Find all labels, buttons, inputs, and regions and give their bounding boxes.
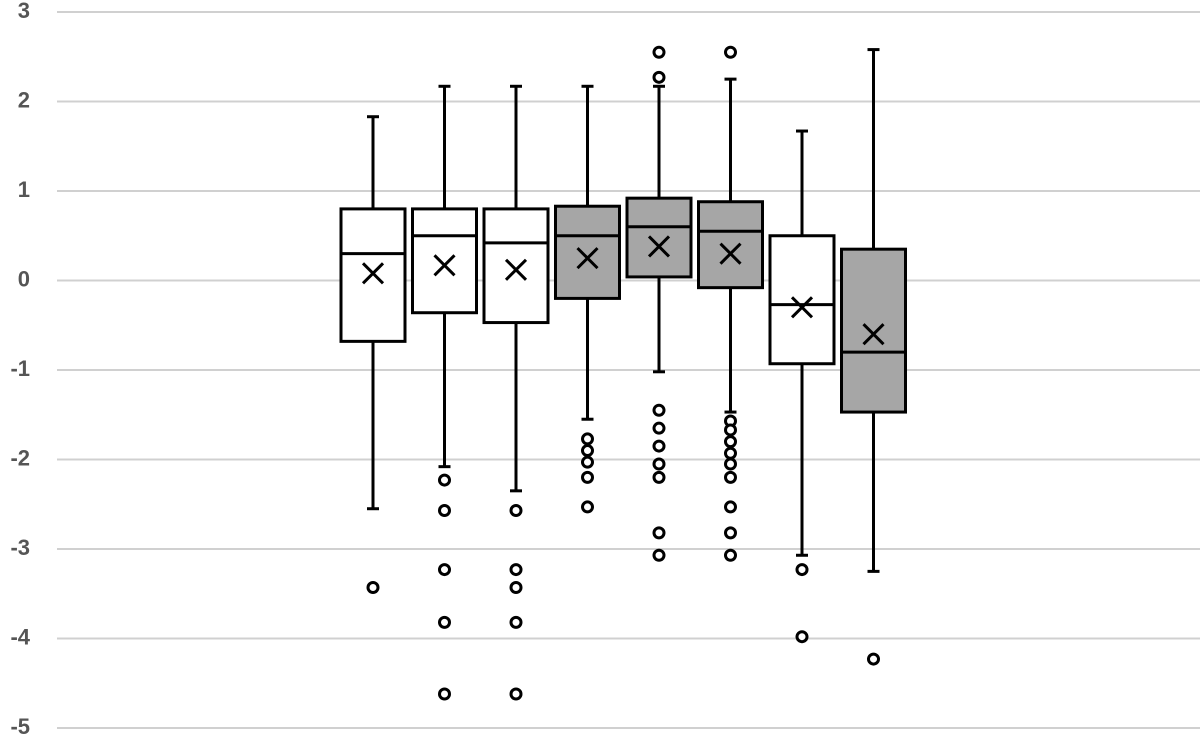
y-tick-label: 3 [18, 0, 30, 23]
mean-stroke [361, 262, 385, 285]
box-group [768, 129, 836, 644]
box [411, 207, 478, 315]
outlier [652, 548, 666, 562]
mean-stroke [647, 235, 671, 258]
outlier [724, 423, 737, 437]
box-group [840, 48, 907, 666]
mean-marker [576, 247, 599, 270]
mean-marker [433, 254, 456, 277]
y-tick-label: 1 [18, 177, 30, 202]
outlier [581, 444, 594, 458]
outlier [652, 526, 666, 540]
mean-stroke [719, 242, 742, 265]
outlier [652, 439, 666, 453]
outlier [581, 470, 594, 484]
outlier [509, 687, 523, 701]
box [768, 234, 836, 366]
y-tick-label: -3 [10, 535, 30, 560]
outlier [724, 457, 737, 471]
outlier [652, 457, 666, 471]
outlier [438, 615, 451, 629]
y-tick-label: -4 [10, 624, 30, 649]
outlier [867, 652, 880, 666]
mean-marker [647, 235, 671, 258]
mean-marker [361, 262, 385, 285]
box [554, 204, 621, 300]
outlier [724, 45, 737, 59]
box-group [625, 45, 693, 562]
y-tick-label: -1 [10, 356, 30, 381]
outlier [581, 500, 594, 514]
outlier [438, 473, 451, 487]
outlier [652, 470, 666, 484]
outlier [724, 548, 737, 562]
mean-stroke [433, 254, 456, 277]
outlier [581, 432, 594, 446]
outlier [795, 563, 809, 577]
outlier [724, 470, 737, 484]
outlier [795, 630, 809, 644]
box-group [339, 115, 407, 594]
outlier [509, 580, 523, 594]
box-group [697, 45, 764, 562]
outlier [509, 563, 523, 577]
outlier [366, 580, 380, 594]
box [625, 196, 693, 279]
mean-stroke [504, 258, 528, 281]
outlier [438, 687, 451, 701]
outlier [652, 70, 666, 84]
mean-marker [862, 323, 885, 346]
outlier [652, 403, 666, 417]
outlier [724, 500, 737, 514]
y-tick-label: -2 [10, 445, 30, 470]
box [840, 247, 907, 414]
outlier [438, 504, 451, 518]
box-group [554, 84, 621, 514]
outlier [652, 421, 666, 435]
mean-stroke [862, 323, 885, 346]
outlier [509, 615, 523, 629]
outlier [581, 455, 594, 469]
box [697, 200, 764, 290]
outlier [652, 45, 666, 59]
mean-marker [790, 296, 814, 319]
mean-marker [504, 258, 528, 281]
mean-marker [719, 242, 742, 265]
y-tick-label: -5 [10, 714, 30, 739]
mean-stroke [790, 296, 814, 319]
box-group [411, 84, 478, 701]
outlier [438, 563, 451, 577]
box-group [482, 84, 550, 701]
outlier [724, 526, 737, 540]
y-tick-label: 2 [18, 87, 30, 112]
y-tick-label: 0 [18, 266, 30, 291]
mean-stroke [576, 247, 599, 270]
outlier [724, 446, 737, 460]
outlier [724, 435, 737, 449]
box [482, 207, 550, 325]
outlier [509, 504, 523, 518]
